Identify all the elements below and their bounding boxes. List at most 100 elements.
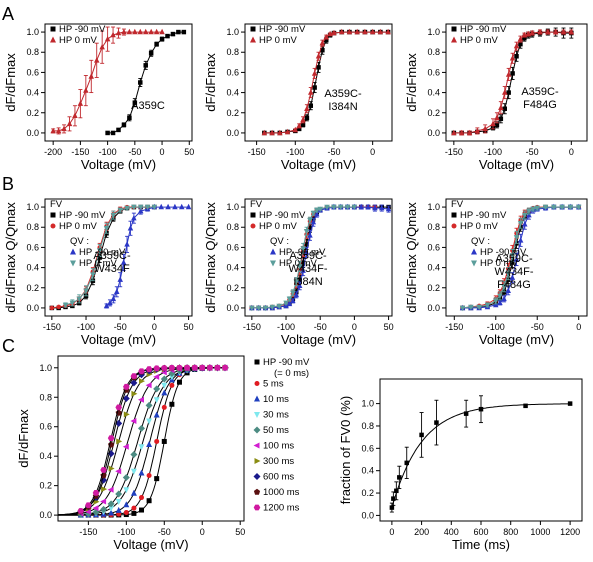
data-point — [369, 28, 376, 35]
data-point — [293, 291, 299, 298]
data-point — [107, 299, 113, 306]
x-tick-label: 0 — [152, 322, 157, 332]
data-point — [513, 42, 520, 49]
y-tick-label: 0.6 — [361, 443, 374, 453]
chart-c1: -150 -100 -50 0 50 0.0 0.2 0.4 0.6 0.8 1.0 Voltage … — [16, 355, 310, 552]
legend-label: HP 0 mV — [480, 258, 519, 269]
data-point — [108, 465, 115, 472]
y-axis-label: fraction of FV0 (%) — [338, 396, 353, 504]
data-point — [391, 496, 396, 501]
data-point — [286, 300, 293, 307]
data-point — [124, 241, 130, 247]
legend-label: HP 0 mV — [259, 35, 298, 46]
data-point — [394, 488, 399, 494]
data-point — [307, 232, 313, 238]
legend-label: 30 ms — [263, 410, 289, 421]
panel-label-c: C — [2, 336, 15, 356]
construct-label: A359C- — [93, 250, 131, 262]
data-point — [56, 304, 61, 310]
series-qv-hp-0-mv — [249, 204, 358, 312]
data-point — [170, 31, 176, 37]
data-point — [110, 130, 116, 136]
y-axis-label: dF/dFmax — [16, 409, 31, 468]
plot-frame — [244, 23, 393, 142]
data-point — [161, 438, 167, 444]
data-point — [181, 29, 187, 35]
data-point — [522, 212, 528, 219]
y-tick-label: 0.0 — [226, 303, 239, 313]
data-point — [100, 467, 107, 473]
legend-label: HP -90 mV — [279, 247, 326, 258]
x-tick-label: -50 — [114, 322, 127, 332]
data-point — [303, 229, 310, 235]
data-point — [476, 304, 482, 311]
data-point — [83, 288, 89, 294]
x-tick-label: 200 — [414, 527, 429, 537]
data-point — [320, 47, 325, 53]
data-point — [501, 284, 507, 290]
data-point — [283, 300, 289, 307]
data-point — [66, 120, 73, 127]
data-point — [501, 295, 507, 302]
fit-line — [264, 31, 389, 134]
y-tick-label: 0.4 — [226, 88, 239, 98]
data-point — [514, 54, 519, 59]
data-point — [144, 204, 151, 211]
y-tick-label: 0.0 — [39, 510, 52, 520]
data-point — [145, 401, 153, 409]
data-point — [351, 204, 358, 211]
data-point — [153, 411, 160, 418]
data-point — [221, 364, 229, 371]
data-point — [179, 203, 185, 210]
y-tick-label: 0.6 — [26, 67, 39, 77]
data-point — [354, 28, 360, 35]
data-point — [319, 39, 326, 46]
data-point — [312, 85, 317, 90]
data-point — [153, 385, 161, 393]
y-tick-label: 0.8 — [427, 47, 440, 57]
plot-frame — [244, 198, 393, 317]
data-point — [123, 487, 130, 494]
data-point — [117, 207, 123, 214]
data-point — [49, 305, 55, 311]
y-tick-label: 0.4 — [427, 263, 440, 273]
data-point — [551, 204, 557, 211]
data-point — [154, 476, 160, 482]
legend-label: 300 ms — [263, 456, 294, 467]
data-point — [307, 217, 313, 224]
x-tick-label: 50 — [384, 322, 394, 332]
data-point — [344, 204, 351, 211]
y-tick-label: 0.8 — [361, 421, 374, 431]
data-point — [159, 28, 165, 35]
y-tick-label: 0.4 — [361, 466, 374, 476]
data-point — [468, 304, 474, 311]
data-point — [534, 205, 540, 212]
x-tick-label: 1200 — [560, 527, 580, 537]
data-point — [458, 129, 465, 136]
legend-label: FV — [451, 199, 464, 210]
x-tick-label: 1000 — [530, 527, 550, 537]
data-point — [300, 116, 306, 123]
data-point — [459, 305, 466, 312]
data-point — [451, 129, 457, 136]
y-tick-label: 0.4 — [26, 88, 39, 98]
x-axis-label: Time (ms) — [452, 537, 510, 552]
data-point — [99, 43, 105, 50]
y-tick-label: 1.0 — [226, 202, 239, 212]
y-tick-label: 0.0 — [26, 303, 39, 313]
data-point — [568, 28, 575, 35]
data-point — [122, 395, 130, 402]
data-point — [286, 296, 293, 303]
legend-label: HP 0 mV — [279, 258, 318, 269]
y-tick-label: 0.2 — [39, 481, 52, 491]
y-axis-label: dF/dFmax Q/Qmax — [3, 202, 18, 313]
series-hp-0-mv — [451, 28, 575, 136]
data-point — [153, 28, 160, 35]
y-tick-label: 0.2 — [26, 108, 39, 118]
data-point — [277, 129, 283, 136]
data-point — [169, 382, 175, 388]
data-point — [404, 460, 409, 466]
data-point — [304, 105, 310, 111]
x-tick-label: 800 — [503, 527, 518, 537]
